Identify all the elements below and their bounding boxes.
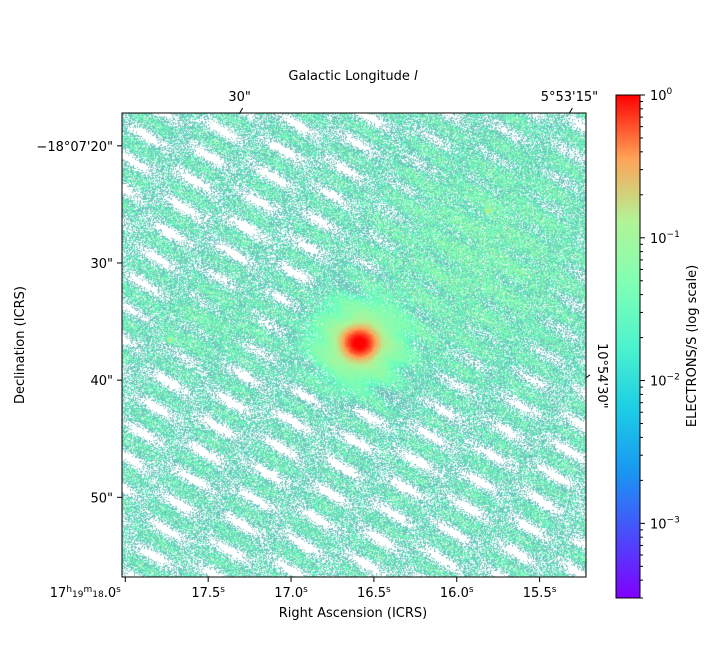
right-tick-label: 10°54'30" — [594, 343, 609, 409]
x-tick-label: 16.5s — [357, 585, 391, 601]
y-tick-label: −18°07'20" — [36, 140, 113, 155]
right-tick-mark — [585, 374, 591, 379]
colorbar-title: ELECTRONS/S (log scale) — [685, 265, 700, 427]
image-frame — [121, 112, 587, 578]
y-axis-title: Declination (ICRS) — [13, 286, 28, 404]
top-axis-title: Galactic Longitude l — [288, 69, 418, 84]
y-tick-label: 50" — [90, 491, 113, 506]
y-tick-label: 30" — [90, 257, 113, 272]
colorbar-frame — [615, 94, 641, 599]
colorbar-tick-label: 10−3 — [650, 515, 680, 532]
x-tick-label: 15.5s — [523, 585, 557, 601]
sky-image — [122, 113, 586, 577]
top-tick-mark — [239, 107, 244, 114]
top-tick-label: 5°53'15" — [541, 90, 598, 105]
right-axis-ticks: 10°54'30" — [585, 343, 609, 409]
y-tick-label: 40" — [90, 374, 113, 389]
colorbar-tick-label: 100 — [650, 87, 673, 104]
colorbar-tick-label: 10−2 — [650, 373, 680, 390]
x-axis-title: Right Ascension (ICRS) — [279, 606, 427, 621]
top-tick-label: 30" — [228, 90, 251, 105]
y-axis-ticks: −18°07'20" 30" 40" 50" — [36, 140, 122, 506]
colorbar-tick-label: 10−1 — [650, 230, 680, 247]
top-tick-mark — [568, 107, 573, 114]
top-axis-ticks: 30" 5°53'15" — [228, 90, 598, 114]
sky-raster — [122, 113, 586, 577]
colorbar-gradient — [616, 95, 640, 598]
x-tick-label: 17h19m18.0s — [50, 585, 121, 601]
x-axis-ticks: 17h19m18.0s 17.5s 17.0s 16.5s 16.0s 15.5s — [50, 577, 557, 601]
x-tick-label: 17.5s — [191, 585, 225, 601]
x-tick-label: 17.0s — [274, 585, 308, 601]
colorbar: 100 10−1 10−2 10−3 ELECTRONS/S (log scale) — [615, 87, 700, 599]
x-tick-label: 16.0s — [440, 585, 474, 601]
colorbar-ticks: 100 10−1 10−2 10−3 — [640, 87, 680, 599]
